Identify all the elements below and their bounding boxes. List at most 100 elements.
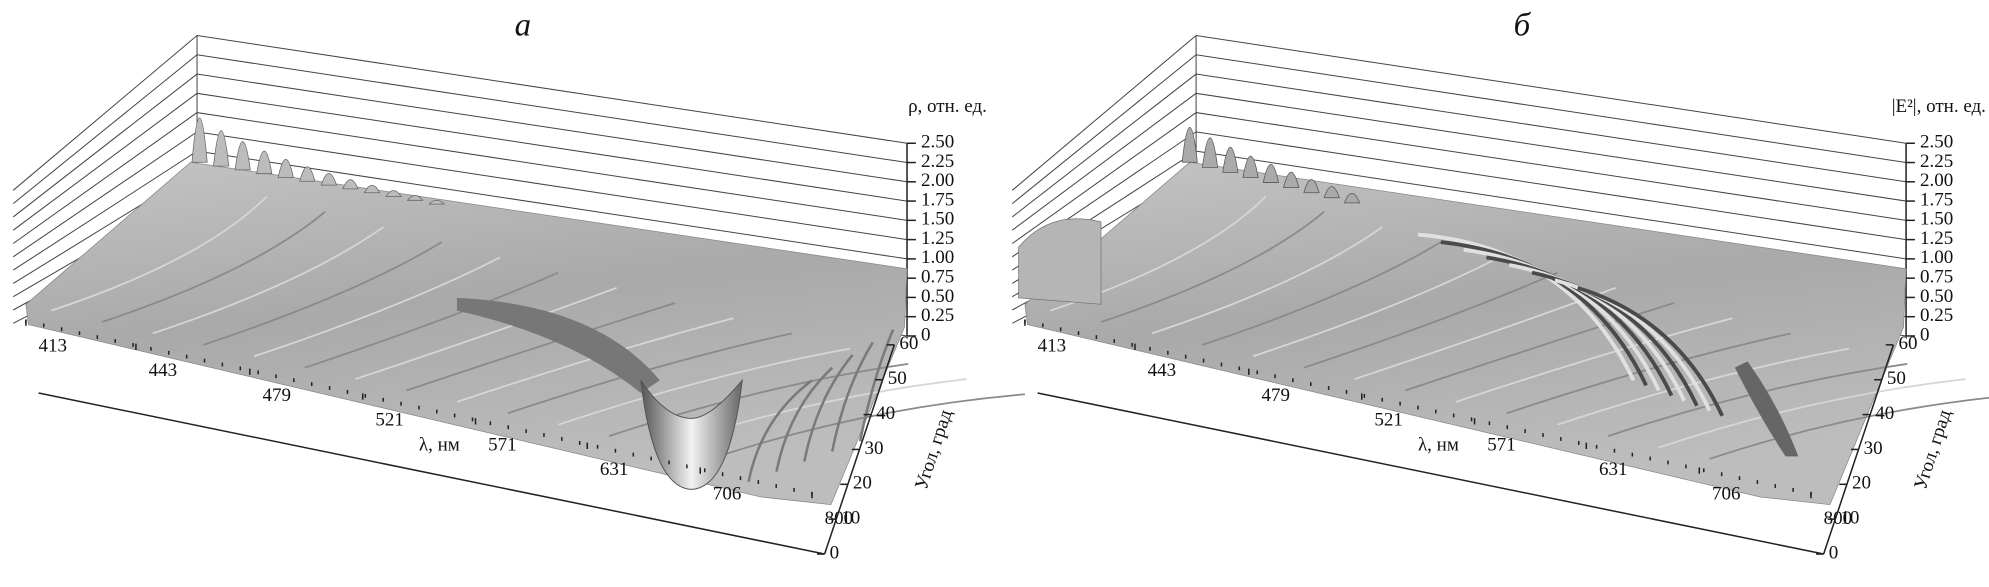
y-tick-label: 40 [876,403,895,424]
surface-ripple [304,271,559,369]
x-tick-label: 413 [1038,336,1067,357]
y-tick-label: 50 [888,368,907,389]
surface-peak [277,158,294,178]
surface-ripple [1100,211,1325,323]
x-tick-label: 521 [375,410,404,431]
surface-wave [1018,218,1102,305]
surface-ripple [558,347,851,426]
surface-ripple [152,226,384,335]
surface-ripple [253,256,501,358]
surface-peak [428,199,446,205]
surface-ripple [1506,332,1791,415]
surface-fold [1486,255,1674,397]
surface-ripple [1151,226,1383,335]
x-tick-label: 571 [1487,434,1515,455]
surface-fold [1463,247,1661,392]
surface-fold [1508,263,1686,402]
z-tick-label: 0.50 [921,286,954,307]
surface-peak [191,117,208,163]
y-tick-label: 60 [899,333,918,354]
surface-peak [299,166,316,182]
x-tick-label: 413 [39,336,68,357]
chart-panel: 00.250.500.751.001.251.501.752.002.252.5… [1011,7,1989,563]
surface-ripple [507,332,792,415]
x-tick-label: 706 [713,484,742,505]
x-tick-label: 443 [149,360,178,381]
surface-peak [1181,127,1198,163]
floor-edge [38,392,825,555]
surface-peak [342,179,359,190]
surface-fold [1440,240,1648,387]
z-tick-label: 2.50 [1920,132,1953,153]
surface-ripple [830,341,874,452]
surface-ripple [1252,256,1500,358]
surface-ripple [1455,317,1733,403]
z-tick-label: 1.75 [921,189,954,210]
z-tick-label: 2.25 [1920,151,1953,172]
surface-ripple [203,241,443,346]
surface-peak [1323,186,1340,199]
surface-ripple [1303,271,1558,369]
z-tick-label: 0 [1920,324,1930,345]
floor-edge [1037,392,1824,555]
z-tick-label: 1.50 [921,209,954,230]
x-tick-label: 800 [825,508,854,529]
y-tick-label: 60 [1898,333,1917,354]
y-tick-label: 30 [1864,438,1883,459]
y-tick-label: 40 [1875,403,1894,424]
z-tick-label: 1.00 [921,247,954,268]
surface-ripple [803,354,854,462]
z-tick-label: 2.50 [921,132,954,153]
z-tick-label: 0.25 [1920,305,1953,326]
y-tick-label: 0 [1829,542,1839,563]
z-tick-label: 0.75 [1920,267,1953,288]
z-tick-label: 1.25 [921,228,954,249]
x-tick-label: 631 [600,459,629,480]
surface-peak [256,150,273,175]
y-tick-label: 10 [841,508,860,529]
surface-peak [1283,171,1300,189]
z-tick-label: 2.25 [921,151,954,172]
surface-peak [1222,147,1239,173]
surface-peak [385,190,402,197]
z-tick-label: 2.00 [1920,170,1953,191]
surface-dip [640,378,743,490]
chart-title: а [515,7,531,43]
z-tick-label: 1.75 [1920,189,1953,210]
x-axis-label: λ, нм [419,435,460,456]
surface-fold [1734,361,1799,457]
z-tick-label: 0 [921,324,930,345]
y-tick-label: 20 [1852,473,1871,494]
chart-panel: 00.250.500.751.001.251.501.752.002.252.5… [12,7,1026,563]
surface-peak [213,130,230,167]
x-tick-label: 571 [488,434,516,455]
surface [1024,161,1907,506]
x-tick-label: 479 [262,385,290,406]
surface-ripple [858,329,895,442]
z-tick-label: 2.00 [921,170,954,191]
surface-ripple [1658,378,1966,449]
x-tick-label: 706 [1712,484,1741,505]
chart-title: б [1514,7,1532,43]
z-axis-label: ρ, отн. ед. [908,96,987,117]
x-axis-label: λ, нм [1418,435,1459,456]
surface-peak [363,184,381,194]
surface-peak [1242,155,1259,178]
surface-ripple [1404,302,1675,392]
z-tick-label: 1.50 [1920,209,1953,230]
y-tick-label: 20 [853,473,872,494]
y-tick-label: 0 [830,542,839,563]
surface-peak [406,195,424,201]
x-tick-label: 443 [1148,360,1177,381]
surface [25,161,908,506]
z-tick-label: 0.50 [1920,286,1953,307]
surface-peak [1262,163,1279,183]
surface-ripple [101,211,326,323]
surface-peak [234,141,251,171]
surface-ripple [405,302,676,392]
y-axis-label: Угол, град [1910,407,1956,492]
surface-ripple [775,366,834,472]
